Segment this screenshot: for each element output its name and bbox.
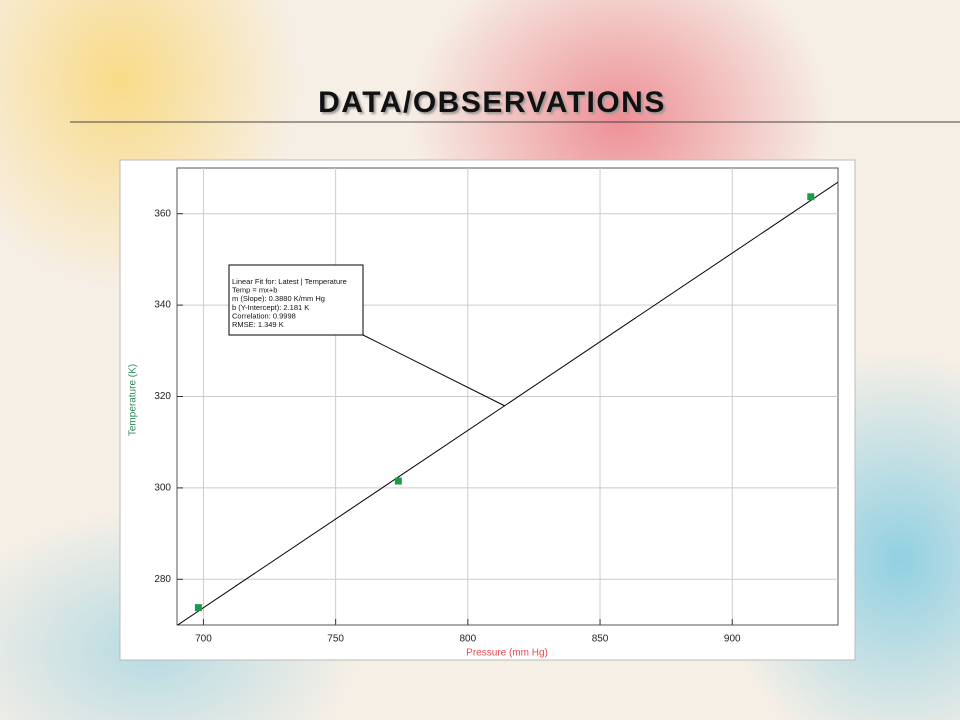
x-tick-label: 750	[327, 634, 344, 645]
annotation-leader	[362, 334, 506, 407]
x-tick-label: 850	[592, 634, 609, 645]
fit-annotation: Linear Fit for: Latest | Temperature	[232, 277, 347, 286]
data-point	[194, 604, 202, 612]
fit-annotation: RMSE: 1.349 K	[232, 320, 284, 329]
data-point	[807, 193, 815, 201]
y-axis-title: Temperature (K)	[128, 364, 139, 436]
y-tick-label: 300	[154, 483, 171, 494]
slide-title: DATA/OBSERVATIONS	[318, 86, 666, 119]
x-tick-label: 900	[724, 634, 741, 645]
y-tick-label: 340	[154, 300, 171, 311]
fit-annotation: Temp = mx+b	[232, 286, 277, 295]
y-tick-label: 320	[154, 391, 171, 402]
annotation-box	[228, 264, 364, 336]
fit-annotation: m (Slope): 0.3880 K/mm Hg	[232, 294, 325, 303]
x-tick-label: 700	[195, 634, 212, 645]
y-tick-label: 360	[154, 208, 171, 219]
fit-line	[177, 181, 838, 625]
fit-annotation: Correlation: 0.9998	[232, 311, 296, 320]
y-tick-label: 280	[154, 574, 171, 585]
fit-annotation: b (Y-Intercept): 2.181 K	[232, 303, 309, 312]
x-tick-label: 800	[459, 634, 476, 645]
data-point	[394, 477, 402, 485]
x-axis-title: Pressure (mm Hg)	[466, 648, 548, 659]
